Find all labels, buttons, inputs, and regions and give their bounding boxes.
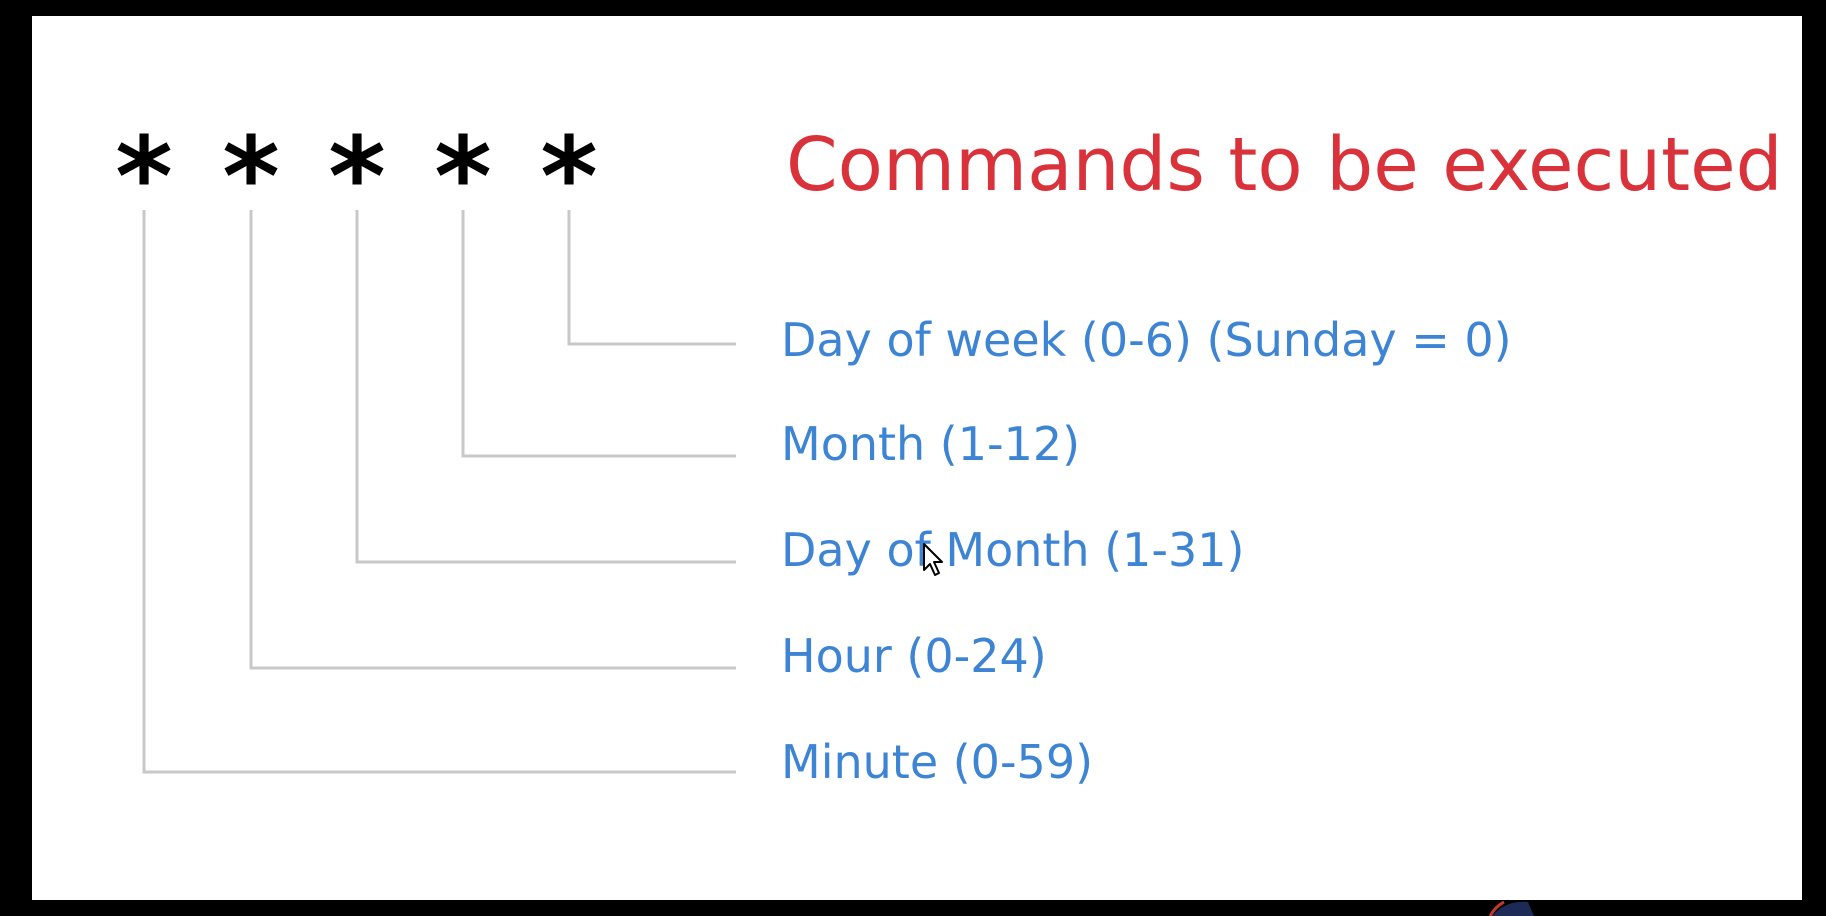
corner-logo-fragment xyxy=(1488,900,1534,916)
mouse-cursor-icon xyxy=(923,543,943,576)
connector-day-of-week xyxy=(567,210,736,346)
connector-hour xyxy=(249,210,736,670)
day-of-month-field-asterisk: * xyxy=(328,113,386,241)
connector-month xyxy=(461,210,736,458)
hour-label: Hour (0-24) xyxy=(781,629,1047,683)
diagram-canvas xyxy=(32,16,1802,900)
diagram-title: Commands to be executed xyxy=(786,122,1783,208)
hour-field-asterisk: * xyxy=(222,113,280,241)
connector-minute xyxy=(142,210,736,774)
month-field-asterisk: * xyxy=(434,113,492,241)
day-of-week-label: Day of week (0-6) (Sunday = 0) xyxy=(781,313,1512,367)
day-of-week-field-asterisk: * xyxy=(540,113,598,241)
minute-label: Minute (0-59) xyxy=(781,735,1094,789)
day-of-month-label: Day of Month (1-31) xyxy=(781,523,1245,577)
minute-field-asterisk: * xyxy=(115,113,173,241)
connector-day-of-month xyxy=(355,210,736,564)
month-label: Month (1-12) xyxy=(781,417,1081,471)
